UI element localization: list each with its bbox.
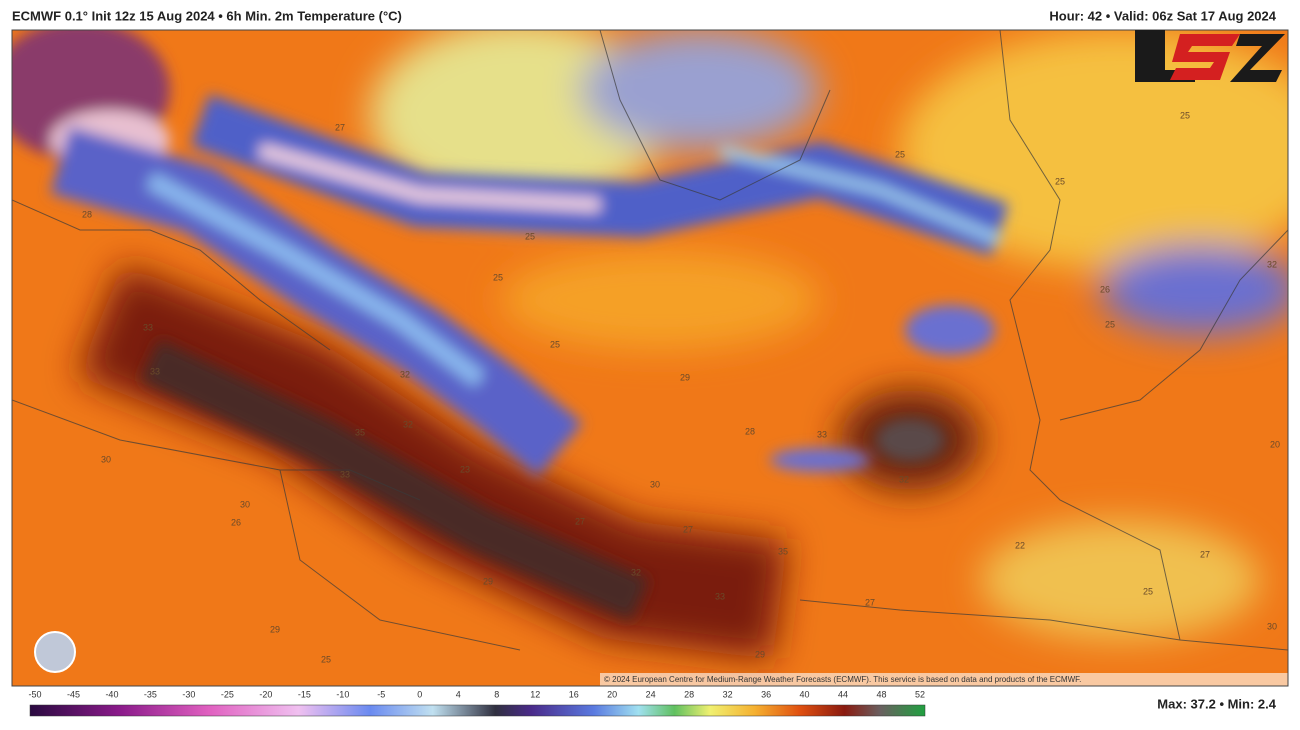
colorbar-tick-label: 36	[761, 689, 771, 699]
colorbar-tick-label: -15	[298, 689, 311, 699]
map-label: 32	[1267, 259, 1277, 269]
map-label: 32	[899, 474, 909, 484]
map-label: 32	[403, 419, 413, 429]
map-label: 27	[335, 122, 345, 132]
map-label: 29	[483, 576, 493, 586]
colorbar-tick-label: 20	[607, 689, 617, 699]
colorbar-tick-label: -20	[259, 689, 272, 699]
colorbar-tick-label: 32	[723, 689, 733, 699]
map-label: 26	[1100, 284, 1110, 294]
colorbar-tick-label: -50	[28, 689, 41, 699]
map-label: 27	[865, 597, 875, 607]
colorbar-tick-label: -30	[182, 689, 195, 699]
map-label: 30	[101, 454, 111, 464]
colorbar-tick-label: 28	[684, 689, 694, 699]
map-label: 30	[650, 479, 660, 489]
header-right: Hour: 42 • Valid: 06z Sat 17 Aug 2024	[1049, 8, 1276, 23]
map-label: 28	[82, 209, 92, 219]
map-label: 27	[575, 516, 585, 526]
map-label: 29	[680, 372, 690, 382]
colorbar-tick-label: 4	[456, 689, 461, 699]
colorbar-tick-label: 24	[646, 689, 656, 699]
colorbar-tick-label: 40	[800, 689, 810, 699]
colorbar-tick-label: -35	[144, 689, 157, 699]
colorbar-tick-label: -5	[377, 689, 385, 699]
map-credit: © 2024 European Centre for Medium-Range …	[604, 675, 1081, 684]
map-label: 29	[755, 649, 765, 659]
map-label: 25	[493, 272, 503, 282]
map-label: 23	[460, 464, 470, 474]
map-label: 30	[1267, 621, 1277, 631]
map-label: 27	[1200, 549, 1210, 559]
map-label: 26	[231, 517, 241, 527]
colorbar-tick-label: 0	[417, 689, 422, 699]
map-label: 25	[525, 231, 535, 241]
map-label: 25	[895, 149, 905, 159]
map-label: 32	[400, 369, 410, 379]
colorbar-tick-label: 52	[915, 689, 925, 699]
map-label: 30	[240, 499, 250, 509]
map-label: 25	[1143, 586, 1153, 596]
colorbar-tick-label: -45	[67, 689, 80, 699]
map-label: 33	[150, 366, 160, 376]
header-left: ECMWF 0.1° Init 12z 15 Aug 2024 • 6h Min…	[12, 8, 402, 23]
map-label: 25	[550, 339, 560, 349]
map-label: 27	[683, 524, 693, 534]
map-label: 22	[1015, 540, 1025, 550]
colorbar-tick-label: -40	[105, 689, 118, 699]
map-label: 28	[745, 426, 755, 436]
map: © 2024 European Centre for Medium-Range …	[12, 30, 1288, 686]
map-label: 35	[355, 427, 365, 437]
colorbar-tick-label: 16	[569, 689, 579, 699]
map-label: 33	[715, 591, 725, 601]
logo	[1135, 30, 1285, 82]
colorbar	[29, 704, 926, 717]
colorbar-tick-label: -10	[336, 689, 349, 699]
footer-stats: Max: 37.2 • Min: 2.4	[1157, 696, 1276, 711]
map-label: 32	[631, 567, 641, 577]
map-label: 33	[340, 469, 350, 479]
map-label: 29	[270, 624, 280, 634]
map-label: 25	[1105, 319, 1115, 329]
map-label: 25	[321, 654, 331, 664]
colorbar-tick-label: 48	[877, 689, 887, 699]
map-label: 33	[817, 429, 827, 439]
colorbar-tick-label: 8	[494, 689, 499, 699]
map-label: 25	[1180, 110, 1190, 120]
colorbar-tick-label: -25	[221, 689, 234, 699]
map-label: 33	[143, 322, 153, 332]
map-label: 35	[778, 546, 788, 556]
colorbar-tick-label: 12	[530, 689, 540, 699]
colorbar-tick-label: 44	[838, 689, 848, 699]
map-label: 25	[1055, 176, 1065, 186]
map-label: 20	[1270, 439, 1280, 449]
